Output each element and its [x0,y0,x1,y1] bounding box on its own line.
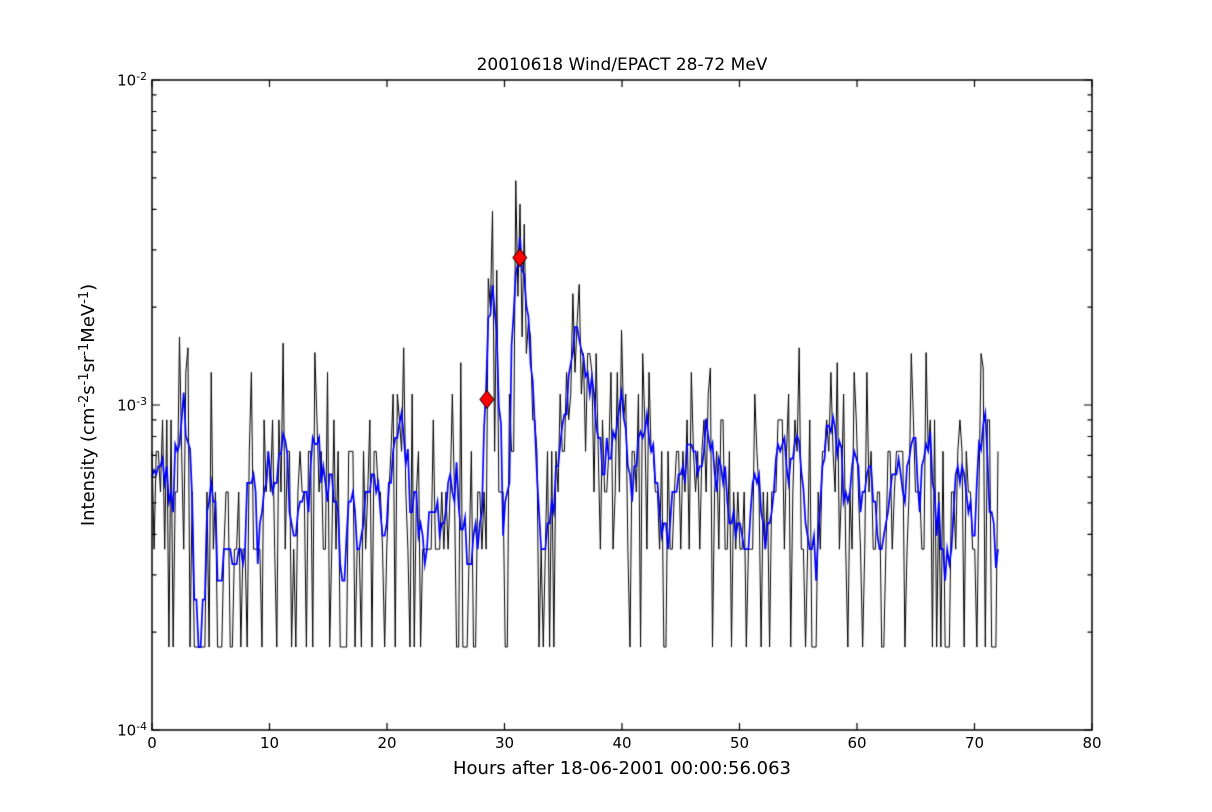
y-axis-label-part: MeV [78,303,100,343]
y-axis-label-part: -1 [76,290,92,304]
x-tick-label: 0 [147,734,157,752]
y-axis-label-part: -1 [76,372,92,386]
y-tick-label: 10-2 [117,70,147,90]
x-tick-label: 10 [259,734,280,752]
x-tick-label: 80 [1082,734,1102,752]
x-tick-label: 30 [494,734,515,752]
x-tick-label: 60 [847,734,867,752]
x-tick-label: 20 [377,734,397,752]
x-axis-label: Hours after 18-06-2001 00:00:56.063 [452,758,792,779]
x-tick-label: 40 [612,734,632,752]
y-axis-label-part: Intensity (cm [78,407,100,527]
y-axis-label-part: sr [78,355,100,373]
y-axis-label-part: ) [78,283,100,291]
x-tick-label: 70 [964,734,985,752]
y-axis-label-part: s [78,385,100,395]
chart-title: 20010618 Wind/EPACT 28-72 MeV [476,55,768,75]
y-tick-label: 10-4 [117,720,147,740]
y-axis-label-part: -2 [76,394,92,408]
x-tick-label: 50 [729,734,750,752]
y-axis-label: Intensity (cm-2s-1sr-1MeV-1) [77,284,99,526]
y-tick-label: 10-3 [117,395,147,415]
y-axis-label-part: -1 [76,342,92,356]
